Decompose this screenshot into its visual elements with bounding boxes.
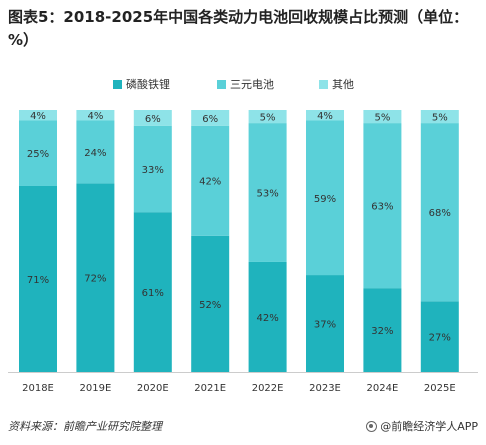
bar-segment — [363, 110, 402, 124]
bar-segment — [363, 288, 402, 372]
data-label: 68% — [429, 208, 451, 219]
bar-segment — [191, 235, 230, 372]
bar-segment — [363, 123, 402, 289]
data-label: 27% — [429, 333, 451, 344]
data-label: 72% — [84, 274, 106, 285]
data-label: 37% — [314, 320, 336, 331]
data-label: 32% — [371, 326, 393, 337]
data-label: 33% — [142, 165, 164, 176]
x-tick-label: 2025E — [424, 383, 456, 394]
bar-segment — [19, 110, 57, 121]
bar-segment — [19, 185, 57, 372]
bar-segment — [248, 110, 287, 124]
data-label: 52% — [199, 300, 221, 311]
data-label: 5% — [260, 113, 276, 124]
bar-segment — [76, 120, 115, 184]
data-label: 6% — [202, 114, 218, 125]
data-label: 61% — [142, 288, 164, 299]
x-tick-label: 2020E — [137, 383, 169, 394]
bar-segment — [420, 110, 459, 124]
x-tick-label: 2024E — [367, 383, 399, 394]
data-label: 63% — [371, 202, 393, 213]
data-label: 25% — [27, 149, 49, 160]
data-label: 59% — [314, 194, 336, 205]
bar-segment — [133, 125, 172, 213]
bar-segment — [306, 110, 344, 121]
source-note: 资料来源：前瞻产业研究院整理 — [8, 420, 162, 433]
data-label: 4% — [317, 111, 333, 122]
legend-label: 三元电池 — [230, 78, 274, 91]
data-label: 42% — [199, 177, 221, 188]
legend-swatch — [319, 79, 328, 89]
bar-segment — [133, 110, 172, 126]
bar-segment — [19, 120, 57, 186]
x-tick-label: 2021E — [194, 383, 226, 394]
brand-credit: @前瞻经济学人APP — [366, 418, 478, 434]
bar-segment — [133, 212, 172, 372]
data-label: 6% — [145, 114, 161, 125]
chart-title: 图表5：2018-2025年中国各类动力电池回收规模占比预测（单位：%） — [8, 8, 469, 49]
bar-segment — [306, 120, 344, 276]
bar-segment — [191, 110, 230, 126]
x-tick-label: 2022E — [252, 383, 284, 394]
x-tick-label: 2018E — [22, 383, 54, 394]
data-label: 71% — [27, 275, 49, 286]
bar-segment — [420, 123, 459, 302]
bar-segment — [306, 275, 344, 372]
bar-segment — [76, 110, 115, 121]
legend-item: 磷酸铁锂 — [113, 76, 170, 92]
bar-segment — [76, 183, 115, 372]
chart-legend: 磷酸铁锂 三元电池 其他 — [0, 76, 486, 92]
bar-segment — [248, 261, 287, 372]
brand-text: @前瞻经济学人APP — [380, 420, 478, 433]
brand-logo-icon — [366, 420, 378, 432]
data-label: 53% — [256, 189, 278, 200]
data-label: 4% — [30, 111, 46, 122]
bar-segment — [191, 125, 230, 236]
legend-swatch — [217, 79, 226, 89]
data-label: 4% — [87, 111, 103, 122]
legend-item: 三元电池 — [217, 76, 274, 92]
legend-item: 其他 — [319, 76, 354, 92]
x-tick-label: 2019E — [80, 383, 112, 394]
bar-segment — [248, 123, 287, 262]
legend-label: 磷酸铁锂 — [126, 78, 170, 91]
bar-segment — [420, 301, 459, 372]
data-label: 5% — [374, 113, 390, 124]
legend-swatch — [113, 79, 122, 89]
x-tick-label: 2023E — [309, 383, 341, 394]
data-label: 5% — [432, 113, 448, 124]
data-label: 24% — [84, 148, 106, 159]
legend-label: 其他 — [332, 78, 354, 91]
data-label: 42% — [256, 313, 278, 324]
